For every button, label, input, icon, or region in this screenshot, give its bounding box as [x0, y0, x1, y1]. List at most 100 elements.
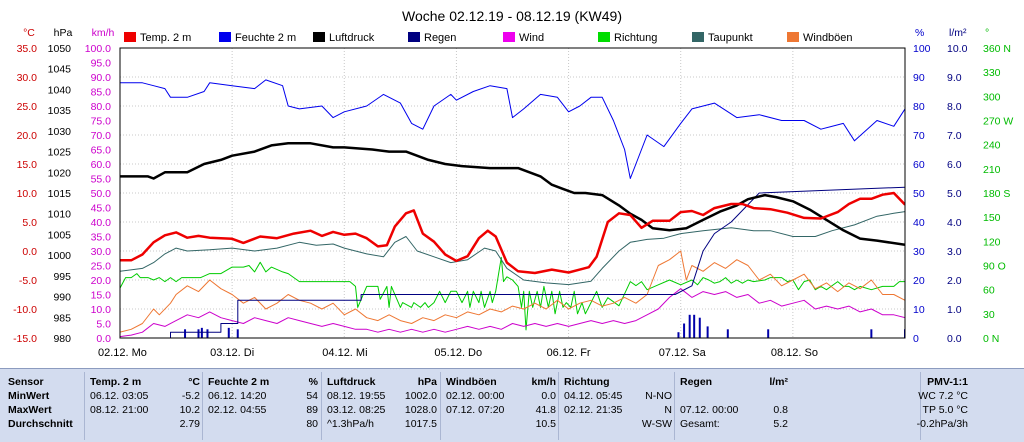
y-tick-press: 1015: [48, 188, 72, 200]
y-tick-rain: 10.0: [947, 43, 968, 55]
y-tick-wind: 40.0: [91, 217, 112, 229]
y-tick-rain: 9.0: [947, 72, 962, 84]
stats-value: 1002.0: [404, 390, 437, 402]
axis-unit-rain: l/m²: [949, 27, 967, 39]
y-tick-dir: 0 N: [983, 333, 999, 345]
stats-value: N-NO: [645, 390, 672, 402]
stats-value: 1017.5: [404, 418, 437, 430]
stats-value: 5.2: [773, 418, 788, 430]
y-tick-dir: 360 N: [983, 43, 1011, 55]
stats-panel: Sensor MinWert MaxWert Durchschnitt Temp…: [0, 368, 1024, 442]
y-tick-press: 980: [53, 333, 71, 345]
pmv-trend: -0.2hPa/3h: [916, 418, 968, 430]
stats-time: 08.12. 19:55: [327, 390, 386, 402]
y-tick-press: 1025: [48, 147, 72, 159]
legend-swatch: [219, 32, 231, 42]
stats-group-unit: l/m²: [769, 376, 788, 388]
series-line-richtung: [120, 256, 905, 331]
y-tick-dir: 30: [983, 309, 995, 321]
x-tick-label: 08.12. So: [771, 347, 818, 359]
y-tick-hum: 100: [913, 43, 931, 55]
pmv-title: PMV-1:1: [927, 376, 968, 388]
axis-unit-hum: %: [915, 27, 924, 39]
stats-separator: [674, 372, 675, 440]
y-tick-dir: 330: [983, 67, 1001, 79]
y-tick-temp: 30.0: [17, 72, 38, 84]
y-tick-wind: 15.0: [91, 290, 112, 302]
y-tick-hum: 80: [913, 101, 925, 113]
axis-unit-press: hPa: [54, 27, 73, 39]
stats-separator: [558, 372, 559, 440]
stats-time: 06.12. 14:20: [208, 390, 267, 402]
stats-time: 07.12. 00:00: [680, 404, 739, 416]
x-tick-label: 05.12. Do: [434, 347, 482, 359]
legend-swatch: [692, 32, 704, 42]
x-tick-label: 07.12. Sa: [659, 347, 707, 359]
y-tick-dir: 210: [983, 164, 1001, 176]
stats-time: 02.12. 00:00: [446, 390, 505, 402]
stats-value: 89: [306, 404, 318, 416]
legend-swatch: [598, 32, 610, 42]
y-tick-press: 990: [53, 292, 71, 304]
y-tick-press: 1005: [48, 229, 72, 241]
y-tick-hum: 50: [913, 188, 925, 200]
stats-time: Gesamt:: [680, 418, 720, 430]
y-tick-wind: 35.0: [91, 232, 112, 244]
stats-value: 41.8: [535, 404, 556, 416]
y-tick-rain: 8.0: [947, 101, 962, 113]
stats-row-max: MaxWert: [8, 404, 52, 416]
y-tick-press: 1035: [48, 105, 72, 117]
series-line-wind: [120, 288, 905, 338]
stats-group-name: Regen: [680, 376, 713, 388]
series-line-taupunkt: [120, 211, 905, 286]
stats-separator: [84, 372, 85, 440]
y-tick-press: 1020: [48, 167, 72, 179]
y-tick-wind: 75.0: [91, 116, 112, 128]
y-tick-rain: 6.0: [947, 159, 962, 171]
y-tick-hum: 70: [913, 130, 925, 142]
y-tick-press: 1030: [48, 126, 72, 138]
plot-border: [119, 47, 906, 339]
stats-separator: [202, 372, 203, 440]
y-tick-hum: 0: [913, 333, 919, 345]
y-tick-wind: 5.0: [96, 319, 111, 331]
y-tick-temp: 5.0: [22, 217, 37, 229]
legend-swatch: [503, 32, 515, 42]
y-tick-hum: 60: [913, 159, 925, 171]
y-tick-temp: 10.0: [17, 188, 38, 200]
stats-value: 1028.0: [404, 404, 437, 416]
y-tick-wind: 30.0: [91, 246, 112, 258]
y-tick-dir: 150: [983, 212, 1001, 224]
stats-group-name: Richtung: [564, 376, 610, 388]
y-tick-temp: 25.0: [17, 101, 38, 113]
y-tick-dir: 60: [983, 285, 995, 297]
y-tick-temp: -15.0: [13, 333, 37, 345]
legend-label: Richtung: [614, 32, 657, 44]
series-line-regen: [120, 186, 905, 339]
series-line-feuchte-2-m: [120, 79, 905, 179]
y-tick-wind: 95.0: [91, 58, 112, 70]
y-tick-rain: 3.0: [947, 246, 962, 258]
stats-value: 54: [306, 390, 318, 402]
stats-value: 10.5: [535, 418, 556, 430]
stats-time: 02.12. 21:35: [564, 404, 623, 416]
stats-group-name: Luftdruck: [327, 376, 376, 388]
legend-label: Wind: [519, 32, 544, 44]
stats-row-avg: Durchschnitt: [8, 418, 73, 430]
y-tick-press: 1050: [48, 43, 72, 55]
stats-value: 0.8: [773, 404, 788, 416]
y-tick-press: 1000: [48, 250, 72, 262]
stats-value: 2.79: [179, 418, 200, 430]
y-tick-wind: 60.0: [91, 159, 112, 171]
y-tick-hum: 90: [913, 72, 925, 84]
axis-unit-dir: °: [985, 27, 989, 39]
legend-swatch: [124, 32, 136, 42]
y-tick-hum: 20: [913, 275, 925, 287]
y-tick-wind: 55.0: [91, 174, 112, 186]
stats-group-name: Feuchte 2 m: [208, 376, 270, 388]
y-tick-wind: 100.0: [85, 43, 111, 55]
y-tick-wind: 50.0: [91, 188, 112, 200]
pmv-wc: WC 7.2 °C: [918, 390, 968, 402]
stats-group-unit: °C: [188, 376, 200, 388]
y-tick-wind: 0.0: [96, 333, 111, 345]
